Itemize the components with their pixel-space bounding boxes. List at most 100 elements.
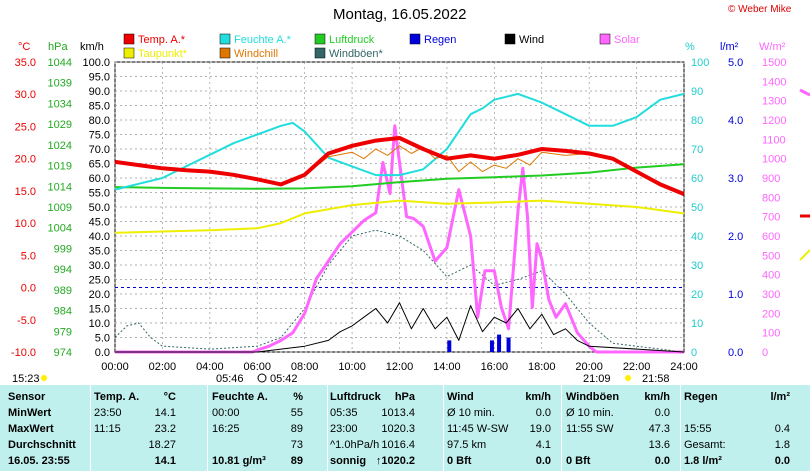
moonrise-label: 05:42 xyxy=(270,373,298,385)
table-row: 16.05. 23:55 14.1 10.81 g/m³ 89 sonnig ↑1020.… xyxy=(0,454,810,469)
x-tick-label: 18:00 xyxy=(528,361,556,373)
solar-tick-label: 1400 xyxy=(762,76,786,88)
table-cell: MaxWert xyxy=(8,423,54,435)
table-cell: 55 xyxy=(290,407,303,419)
table-column-divider xyxy=(327,385,328,471)
pressure-tick-label: 1044 xyxy=(48,57,72,69)
table-column-divider xyxy=(561,385,562,471)
solar-tick-label: 1200 xyxy=(762,115,786,127)
solar-tick-label: 900 xyxy=(762,173,780,185)
humidity-tick-label: 80 xyxy=(691,115,703,127)
rain-tick-label: 5.0 xyxy=(728,57,743,69)
table-cell: km/h xyxy=(525,391,551,403)
table-cell: Ø 10 min. xyxy=(447,407,495,419)
pressure-tick-label: 1014 xyxy=(48,181,72,193)
humidity-tick-label: 60 xyxy=(691,173,703,185)
table-column-divider xyxy=(207,385,208,471)
table-cell: 0.0 xyxy=(654,455,670,467)
table-cell: 97.5 km xyxy=(447,439,487,451)
table-cell: % xyxy=(293,391,303,403)
x-tick-label: 04:00 xyxy=(196,361,224,373)
x-tick-label: 22:00 xyxy=(623,361,651,373)
humidity-unit-label: % xyxy=(685,41,695,53)
x-tick-label: 12:00 xyxy=(386,361,414,373)
solar-tick-label: 400 xyxy=(762,270,780,282)
wind-tick-label: 40.0 xyxy=(89,231,110,243)
wind-tick-label: 65.0 xyxy=(89,159,110,171)
moon-icon xyxy=(257,373,267,383)
x-tick-label: 16:00 xyxy=(481,361,509,373)
table-cell: Windböen xyxy=(566,391,620,403)
solar-tick-label: 100 xyxy=(762,328,780,340)
legend-swatch xyxy=(314,47,326,59)
rain-bar xyxy=(489,340,494,352)
legend-label: Solar xyxy=(614,34,640,46)
table-header-row: Sensor Temp. A. °C Feuchte A.% Luftdruck hPa W… xyxy=(0,390,810,405)
table-cell: 0.4 xyxy=(774,423,790,435)
pressure-tick-label: 979 xyxy=(54,326,72,338)
wind-tick-label: 95.0 xyxy=(89,72,110,84)
table-cell: 11:15 xyxy=(94,423,121,435)
weather-chart: 35.0 30.0 25.0 20.0 15.0 10.0 5.0 0.0 -5.0 -10.0 1… xyxy=(11,33,810,385)
solar-tick-label: 1300 xyxy=(762,96,786,108)
pressure-tick-label: 1029 xyxy=(48,119,72,131)
rain-bar xyxy=(447,340,452,352)
legend-swatch xyxy=(314,33,326,45)
current-time-label: 15:23 xyxy=(12,373,40,385)
rain-tick-label: 0.0 xyxy=(728,347,743,359)
pressure-tick-label: 974 xyxy=(54,347,72,359)
wind-tick-label: 100.0 xyxy=(82,57,110,69)
x-tick-label: 14:00 xyxy=(433,361,461,373)
table-cell: 0.0 xyxy=(654,407,670,419)
legend-label: Taupunkt* xyxy=(138,48,188,60)
humidity-tick-label: 30 xyxy=(691,260,703,272)
rain-tick-label: 4.0 xyxy=(728,115,743,127)
table-cell: 1016.4 xyxy=(381,439,415,451)
table-cell: Ø 10 min. xyxy=(566,407,614,419)
table-cell: 1020.3 xyxy=(381,423,415,435)
table-cell: 16.05. 23:55 xyxy=(8,455,70,467)
table-cell: ↑1020.2 xyxy=(375,455,415,467)
table-cell: MinWert xyxy=(8,407,52,419)
solar-tick-label: 600 xyxy=(762,231,780,243)
pressure-tick-label: 1004 xyxy=(48,223,72,235)
legend-swatch xyxy=(219,33,231,45)
table-cell: 73 xyxy=(290,439,303,451)
pressure-tick-label: 1034 xyxy=(48,98,72,110)
solar-unit-label: W/m² xyxy=(759,41,786,53)
humidity-tick-label: 10 xyxy=(691,318,703,330)
table-cell: 16:25 xyxy=(212,423,240,435)
statistics-table: Sensor Temp. A. °C Feuchte A.% Luftdruck hPa W… xyxy=(0,385,810,471)
chart-title: Montag, 16.05.2022 xyxy=(333,6,467,23)
rain-bar xyxy=(506,337,511,352)
table-cell: 1.8 xyxy=(774,439,790,451)
solar-tick-label: 1500 xyxy=(762,57,786,69)
wind-unit-label: km/h xyxy=(80,41,104,53)
wind-tick-label: 80.0 xyxy=(89,115,110,127)
table-cell: 15:55 xyxy=(684,423,712,435)
legend-swatch xyxy=(504,33,516,45)
temp-tick-label: 30.0 xyxy=(15,89,36,101)
pressure-tick-label: 984 xyxy=(54,306,72,318)
table-row: MaxWert 11:15 23.2 16:25 89 23:00 1020.3 11:45 … xyxy=(0,422,810,437)
rain-tick-label: 3.0 xyxy=(728,173,743,185)
solar-tick-label: 800 xyxy=(762,192,780,204)
rain-bar xyxy=(497,334,502,352)
table-cell: 0.0 xyxy=(535,407,551,419)
x-tick-label: 10:00 xyxy=(338,361,366,373)
table-cell: Wind xyxy=(447,391,474,403)
table-cell: 14.1 xyxy=(154,455,176,467)
wind-tick-label: 60.0 xyxy=(89,173,110,185)
table-cell: 00:00 xyxy=(212,407,240,419)
copyright-link[interactable]: © Weber Mike xyxy=(728,4,792,15)
solar-tick-label: 1100 xyxy=(762,134,786,146)
x-tick-label: 02:00 xyxy=(149,361,177,373)
wind-tick-label: 35.0 xyxy=(89,246,110,258)
table-cell: 1013.4 xyxy=(381,407,415,419)
table-cell: 11:55 SW xyxy=(566,423,614,435)
wind-tick-label: 45.0 xyxy=(89,217,110,229)
table-cell: Sensor xyxy=(8,391,46,403)
table-cell: hPa xyxy=(394,391,415,403)
series-line-luftdruck xyxy=(114,163,685,190)
temp-tick-label: 25.0 xyxy=(15,121,36,133)
